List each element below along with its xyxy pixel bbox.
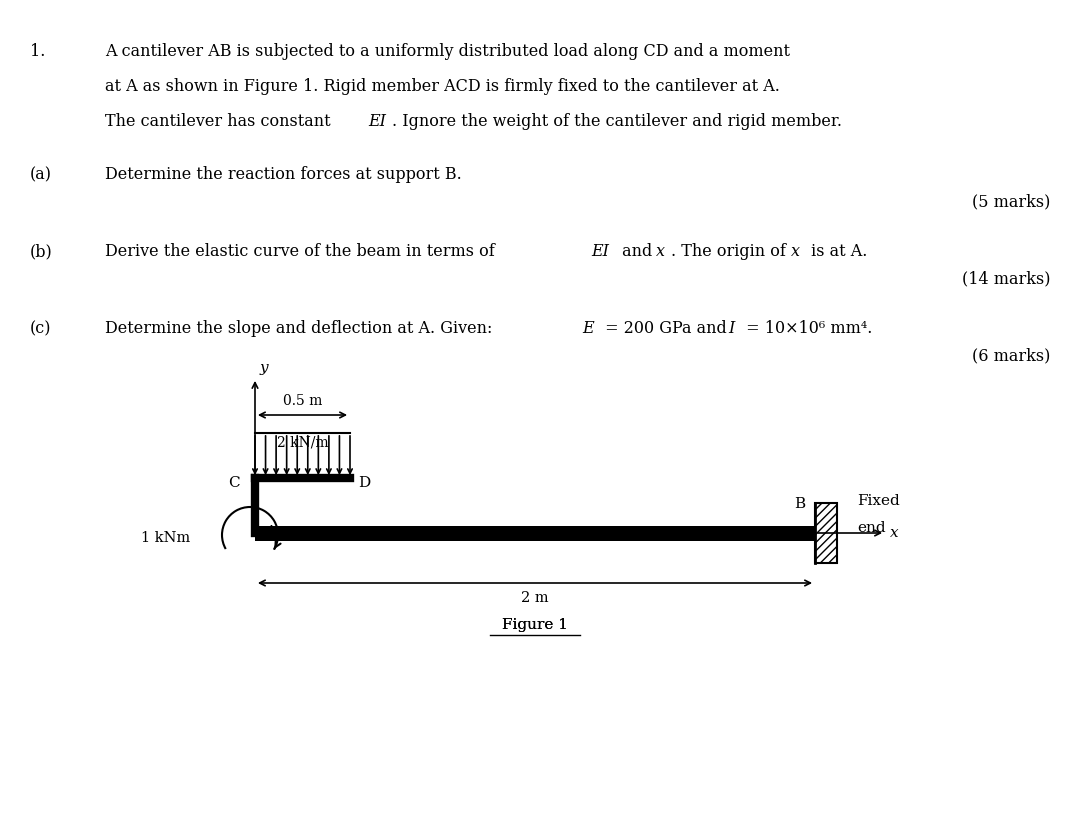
Text: EI: EI [368, 113, 386, 130]
Text: x: x [791, 243, 800, 260]
Text: Fixed: Fixed [858, 494, 900, 508]
Text: (6 marks): (6 marks) [972, 347, 1050, 364]
Text: Derive the elastic curve of the beam in terms of: Derive the elastic curve of the beam in … [105, 243, 500, 260]
Text: (a): (a) [30, 166, 52, 183]
Text: = 200 GPa and: = 200 GPa and [600, 320, 732, 337]
Text: x: x [890, 526, 899, 540]
Text: (b): (b) [30, 243, 53, 260]
Text: (c): (c) [30, 320, 52, 337]
Text: = 10×10⁶ mm⁴.: = 10×10⁶ mm⁴. [741, 320, 873, 337]
Text: Figure 1: Figure 1 [502, 618, 568, 632]
Text: 1.: 1. [30, 43, 45, 60]
Text: The cantilever has constant: The cantilever has constant [105, 113, 336, 130]
Text: C: C [228, 476, 240, 490]
Text: E: E [582, 320, 594, 337]
Text: I: I [728, 320, 734, 337]
Text: . Ignore the weight of the cantilever and rigid member.: . Ignore the weight of the cantilever an… [392, 113, 842, 130]
Text: 2 m: 2 m [522, 591, 549, 605]
Text: and: and [617, 243, 658, 260]
Text: 1 kNm: 1 kNm [140, 531, 190, 545]
Text: (5 marks): (5 marks) [972, 193, 1050, 210]
Text: B: B [794, 497, 805, 511]
Text: is at A.: is at A. [806, 243, 867, 260]
Text: A: A [265, 525, 276, 539]
Text: D: D [357, 476, 370, 490]
Text: 2 kN/m: 2 kN/m [276, 435, 328, 449]
Text: . The origin of: . The origin of [671, 243, 791, 260]
Text: 0.5 m: 0.5 m [283, 394, 322, 408]
Text: Determine the slope and deflection at A. Given:: Determine the slope and deflection at A.… [105, 320, 498, 337]
Text: Determine the reaction forces at support B.: Determine the reaction forces at support… [105, 166, 462, 183]
Text: end: end [858, 521, 886, 535]
Text: (14 marks): (14 marks) [961, 270, 1050, 287]
Text: EI: EI [591, 243, 609, 260]
FancyBboxPatch shape [255, 525, 815, 541]
Text: A cantilever AB is subjected to a uniformly distributed load along CD and a mome: A cantilever AB is subjected to a unifor… [105, 43, 789, 60]
Text: y: y [260, 361, 269, 375]
Text: x: x [656, 243, 665, 260]
Bar [815, 503, 837, 563]
Text: Figure 1: Figure 1 [502, 618, 568, 632]
Text: at A as shown in Figure 1. Rigid member ACD is firmly fixed to the cantilever at: at A as shown in Figure 1. Rigid member … [105, 78, 780, 95]
